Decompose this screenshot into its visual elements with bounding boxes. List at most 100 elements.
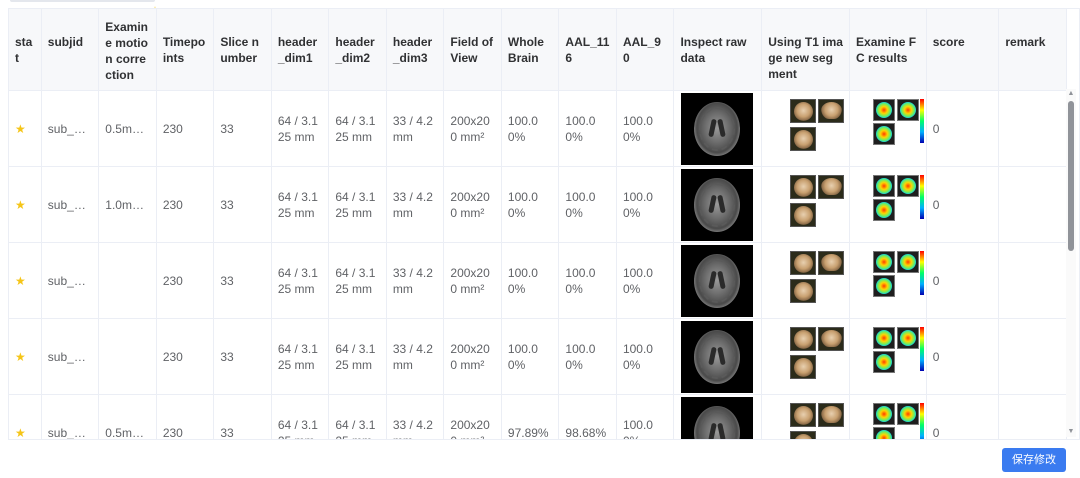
cell-score[interactable]: 0 [926,394,1000,439]
column-header-inspect-raw-data[interactable]: Inspect raw data [673,9,763,91]
column-header-slice-number[interactable]: Slice number [213,9,272,91]
column-header-dim2[interactable]: header_dim2 [328,9,387,91]
cell-remark[interactable] [998,394,1067,439]
column-header-dim3[interactable]: header_dim3 [386,9,445,91]
cell-timepoints: 230 [156,394,215,439]
cell-aal90: 100.00% [616,394,675,439]
fc-result-thumbnail[interactable] [873,174,925,235]
raw-mri-thumbnail[interactable] [681,396,754,439]
column-header-stat[interactable]: stat [9,9,42,91]
cell-dim3: 33 / 4.2 mm [386,394,445,439]
cell-motion: 1.0mm... [98,166,157,243]
cell-raw-data [673,318,763,395]
cell-remark[interactable] [998,318,1067,395]
column-header-t1-segment[interactable]: Using T1 image new segment [761,9,851,91]
raw-mri-thumbnail[interactable] [681,92,754,165]
scroll-down-icon[interactable]: ▼ [1067,428,1075,435]
cell-aal90: 100.00% [616,166,675,243]
cell-slice: 33 [213,318,272,395]
t1-segment-thumbnail[interactable] [790,250,848,311]
t1-segment-thumbnail[interactable] [790,402,848,439]
raw-mri-thumbnail[interactable] [681,320,754,393]
column-header-remark[interactable]: remark [998,9,1067,91]
cell-subjid: sub_005 [41,394,100,439]
cell-aal116: 98.68% [558,394,617,439]
cell-t1-segment [761,166,851,243]
cell-timepoints: 230 [156,318,215,395]
cell-fov: 200x200 mm² [443,318,502,395]
fc-result-thumbnail[interactable] [873,326,925,387]
scrollbar-thumb[interactable] [1068,101,1074,251]
table-row[interactable]: ★ sub_002 1.0mm... 230 33 64 / 3.125 mm 64 / 3… [9,166,1067,243]
cell-slice: 33 [213,166,272,243]
cell-motion: 0.5mm... [98,90,157,167]
fc-result-thumbnail[interactable] [873,250,925,311]
column-header-fc-results[interactable]: Examine FC results [849,9,927,91]
column-header-aal116[interactable]: AAL_116 [558,9,617,91]
cell-remark[interactable] [998,90,1067,167]
cell-score[interactable]: 0 [926,166,1000,243]
t1-segment-thumbnail[interactable] [790,174,848,235]
cell-dim1: 64 / 3.125 mm [271,394,330,439]
cell-dim3: 33 / 4.2 mm [386,90,445,167]
fc-result-thumbnail[interactable] [873,98,925,159]
cell-subjid: sub_004 [41,318,100,395]
cell-raw-data [673,90,763,167]
column-header-aal90[interactable]: AAL_90 [616,9,675,91]
cell-dim2: 64 / 3.125 mm [328,166,387,243]
cell-dim1: 64 / 3.125 mm [271,166,330,243]
cell-dim1: 64 / 3.125 mm [271,90,330,167]
column-header-score[interactable]: score [926,9,1000,91]
cell-score[interactable]: 0 [926,318,1000,395]
cell-subjid: sub_001 [41,90,100,167]
cell-score[interactable]: 0 [926,242,1000,319]
table-body: ★ sub_001 0.5mm... 230 33 64 / 3.125 mm 64 / 3… [9,90,1067,439]
column-header-whole-brain[interactable]: Whole Brain [501,9,560,91]
cell-fov: 200x200 mm² [443,394,502,439]
cell-whole: 100.00% [501,318,560,395]
table-row[interactable]: ★ sub_003 230 33 64 / 3.125 mm 64 / 3.125 mm 3… [9,242,1067,319]
cell-fc-results [849,166,927,243]
cell-whole: 100.00% [501,90,560,167]
t1-segment-thumbnail[interactable] [790,98,848,159]
cell-stat: ★ [9,90,42,167]
column-header-timepoints[interactable]: Timepoints [156,9,215,91]
cell-fc-results [849,394,927,439]
column-header-subjid[interactable]: subjid [41,9,100,91]
cell-remark[interactable] [998,166,1067,243]
column-header-dim1[interactable]: header_dim1 [271,9,330,91]
cell-stat: ★ [9,318,42,395]
table-row[interactable]: ★ sub_001 0.5mm... 230 33 64 / 3.125 mm 64 / 3… [9,90,1067,167]
cell-dim1: 64 / 3.125 mm [271,318,330,395]
cell-aal90: 100.00% [616,242,675,319]
cell-stat: ★ [9,242,42,319]
raw-mri-thumbnail[interactable] [681,168,754,241]
cell-timepoints: 230 [156,166,215,243]
cell-dim3: 33 / 4.2 mm [386,166,445,243]
cell-fc-results [849,242,927,319]
cell-t1-segment [761,242,851,319]
table-header-row: stat subjid Examine motion correction Ti… [9,9,1067,91]
cell-motion: 0.5mm... [98,394,157,439]
cell-t1-segment [761,318,851,395]
cell-remark[interactable] [998,242,1067,319]
cell-aal116: 100.00% [558,90,617,167]
cell-aal116: 100.00% [558,166,617,243]
cell-dim2: 64 / 3.125 mm [328,318,387,395]
cell-t1-segment [761,394,851,439]
column-header-field-of-view[interactable]: Field of View [443,9,502,91]
fc-result-thumbnail[interactable] [873,402,925,439]
column-header-motion-correction[interactable]: Examine motion correction [98,9,157,91]
save-changes-button[interactable]: 保存修改 [1002,448,1066,472]
scroll-up-icon[interactable]: ▲ [1067,90,1075,97]
t1-segment-thumbnail[interactable] [790,326,848,387]
cell-timepoints: 230 [156,90,215,167]
cell-fov: 200x200 mm² [443,90,502,167]
table-row[interactable]: ★ sub_004 230 33 64 / 3.125 mm 64 / 3.125 mm 3… [9,318,1067,395]
raw-mri-thumbnail[interactable] [681,244,754,317]
cell-dim3: 33 / 4.2 mm [386,242,445,319]
subjects-table: stat subjid Examine motion correction Ti… [9,9,1067,439]
table-scrollbar[interactable]: ▲ ▼ [1066,89,1076,437]
cell-score[interactable]: 0 [926,90,1000,167]
